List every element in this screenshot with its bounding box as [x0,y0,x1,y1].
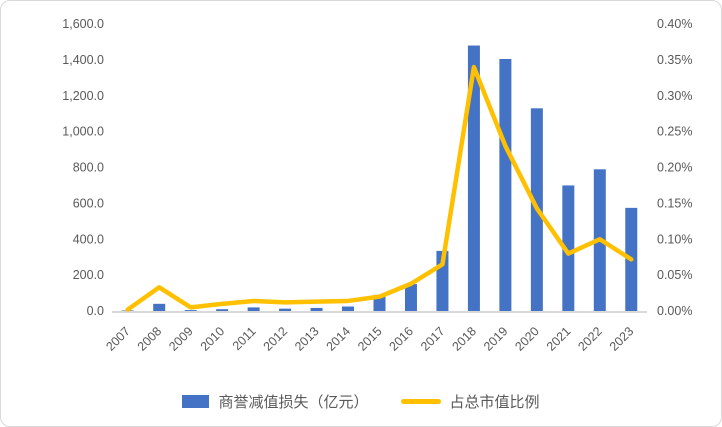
x-axis-label-2018: 2018 [449,324,479,354]
bar-2013 [310,307,323,311]
x-axis-label-2020: 2020 [512,324,542,354]
x-axis-label-2019: 2019 [481,324,511,354]
percentage-trend-line [125,64,634,312]
right-axis-tick-label: 0.30% [657,89,692,103]
right-axis-tick-label: 0.00% [657,304,692,318]
chart-legend: 商誉减值损失（亿元） 占总市值比例 [1,391,721,412]
x-axis-label-2012: 2012 [261,324,291,354]
bar-2010 [216,309,229,311]
line-series-legend-swatch [400,399,441,404]
bar-2014 [342,306,355,311]
left-axis-tick-label: 800.0 [73,161,104,175]
right-axis-tick-label: 0.05% [657,268,692,282]
line-series-legend-label: 占总市值比例 [449,394,540,411]
right-axis-tick-label: 0.35% [657,53,692,67]
left-axis-tick-label: 400.0 [73,232,104,246]
left-axis-tick-label: 600.0 [73,196,104,210]
x-axis-label-2016: 2016 [387,324,417,354]
x-axis-label-2008: 2008 [135,324,165,354]
bar-2011 [247,307,260,311]
right-axis-tick-label: 0.40% [657,17,692,31]
right-axis-tick-label: 0.10% [657,232,692,246]
x-axis-label-2007: 2007 [103,324,133,354]
bar-2012 [279,308,292,311]
right-axis-tick-label: 0.20% [657,161,692,175]
left-axis-tick-label: 1,600.0 [62,17,104,31]
x-axis-label-2011: 2011 [230,324,259,353]
bar-series-legend-label: 商誉减值损失（亿元） [218,394,369,411]
bar-2008 [153,303,166,311]
right-axis-tick-label: 0.25% [657,125,692,139]
left-axis-tick-label: 0.0 [87,304,104,318]
x-axis-label-2009: 2009 [166,324,196,354]
x-axis-label-2015: 2015 [355,324,385,354]
bar-2021 [562,185,575,311]
left-axis-tick-label: 200.0 [73,268,104,282]
left-axis-tick-label: 1,400.0 [62,53,104,67]
x-axis-label-2023: 2023 [607,324,637,354]
x-axis-label-2013: 2013 [292,324,322,354]
x-axis-label-2022: 2022 [575,324,605,354]
left-axis-tick-label: 1,200.0 [62,89,104,103]
bar-series-legend-swatch [182,395,210,408]
right-axis-tick-label: 0.15% [657,196,692,210]
x-axis-label-2021: 2021 [544,324,574,354]
left-axis-tick-label: 1,000.0 [62,125,104,139]
x-axis-label-2014: 2014 [324,324,354,354]
bar-2019 [499,58,512,312]
x-axis-label-2010: 2010 [198,324,228,354]
x-axis-label-2017: 2017 [418,324,448,354]
bar-2016 [404,284,417,311]
bar-2009 [184,310,197,311]
bar-2018 [467,45,480,312]
